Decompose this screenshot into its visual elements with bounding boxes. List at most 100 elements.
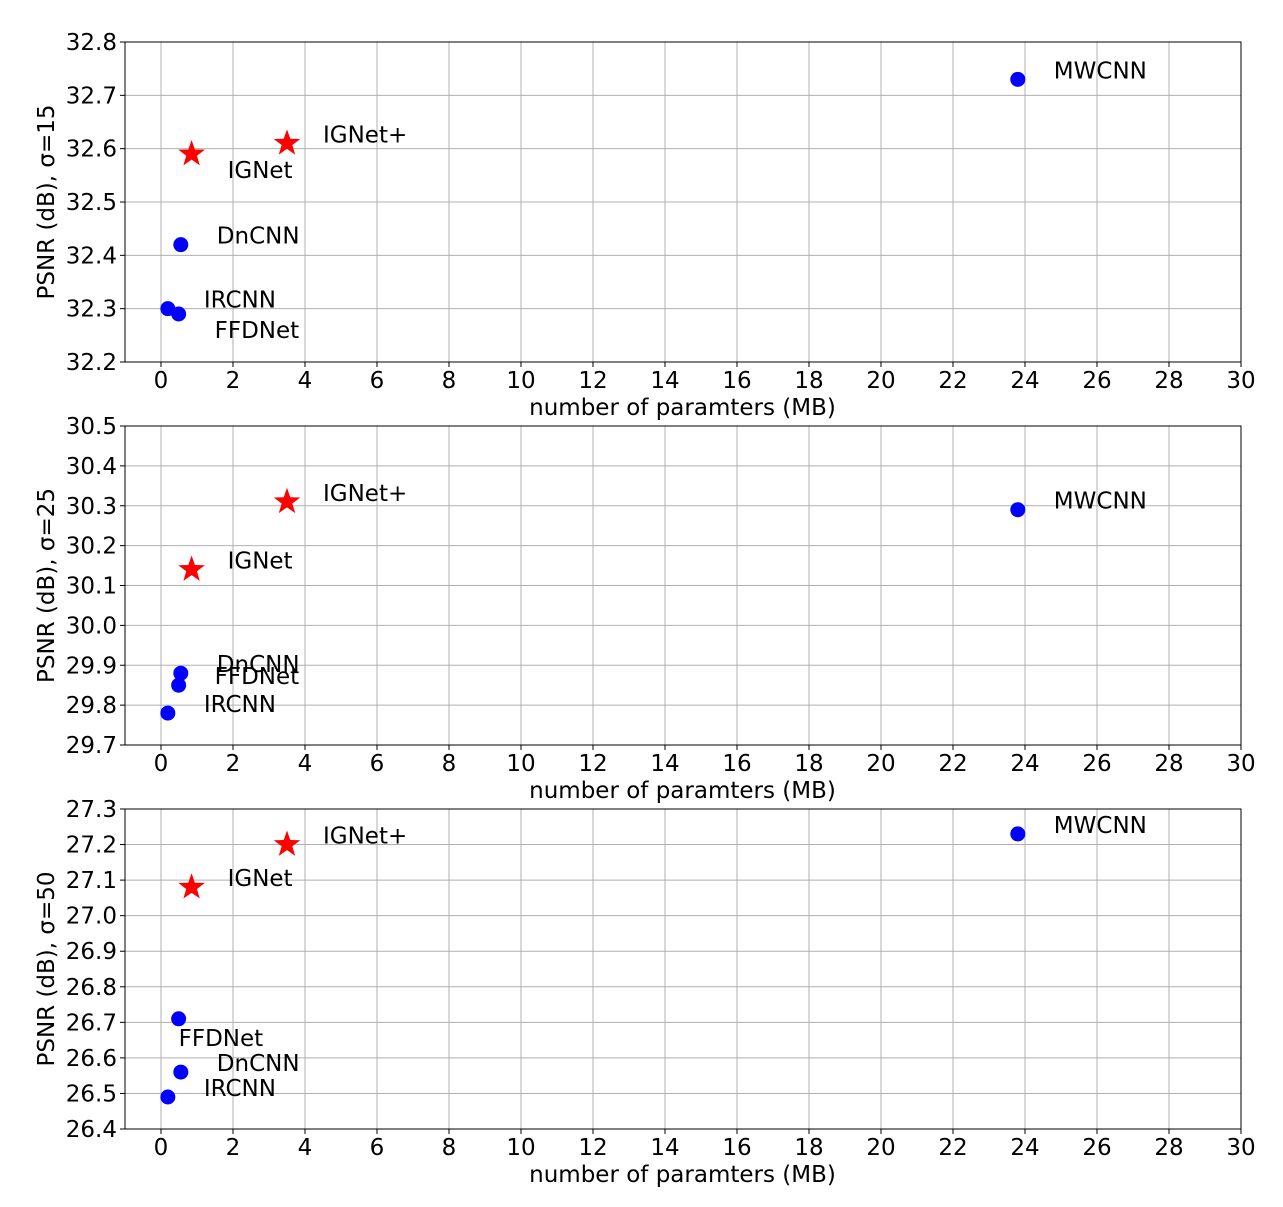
x-tick-label: 20: [866, 751, 895, 777]
y-tick-label: 32.8: [66, 30, 117, 56]
x-tick-label: 2: [226, 1135, 241, 1161]
x-axis-label: number of paramters (MB): [529, 778, 836, 804]
x-tick-label: 16: [722, 368, 751, 394]
x-tick-label: 18: [794, 751, 823, 777]
x-tick-label: 0: [154, 1135, 169, 1161]
x-tick-label: 8: [442, 751, 457, 777]
x-tick-label: 8: [442, 1135, 457, 1161]
x-tick-label: 26: [1082, 368, 1111, 394]
y-tick-label: 26.7: [66, 1010, 117, 1036]
point-label: FFDNet: [215, 664, 300, 690]
y-tick-label: 32.5: [66, 190, 117, 216]
y-tick-label: 30.3: [66, 494, 117, 520]
x-tick-label: 12: [578, 368, 607, 394]
x-tick-label: 30: [1226, 1135, 1255, 1161]
point-label: FFDNet: [179, 1026, 264, 1052]
y-tick-label: 26.5: [66, 1081, 117, 1107]
x-tick-label: 14: [650, 1135, 679, 1161]
y-tick-label: 30.1: [66, 574, 117, 600]
x-tick-label: 6: [370, 1135, 385, 1161]
point-label: IRCNN: [204, 288, 276, 314]
point-label: IGNet: [228, 158, 293, 184]
y-tick-label: 30.5: [66, 414, 117, 440]
star-marker: [178, 555, 205, 581]
x-tick-label: 4: [298, 368, 313, 394]
y-axis-label: PSNR (dB), σ=15: [34, 104, 60, 299]
x-tick-label: 16: [722, 1135, 751, 1161]
x-tick-label: 18: [794, 368, 823, 394]
x-tick-label: 0: [154, 368, 169, 394]
x-tick-label: 26: [1082, 751, 1111, 777]
point-label: IRCNN: [204, 692, 276, 718]
x-tick-label: 8: [442, 368, 457, 394]
y-tick-label: 32.3: [66, 297, 117, 323]
y-axis-label: PSNR (dB), σ=50: [34, 871, 60, 1066]
y-tick-label: 32.7: [66, 83, 117, 109]
y-tick-label: 30.0: [66, 613, 117, 639]
point-label: IGNet: [228, 549, 293, 575]
circle-marker: [171, 677, 187, 693]
point-label: IGNet+: [323, 824, 407, 850]
y-tick-label: 27.0: [66, 904, 117, 930]
y-tick-label: 26.9: [66, 939, 117, 965]
y-tick-label: 30.4: [66, 454, 117, 480]
x-tick-label: 16: [722, 751, 751, 777]
x-tick-label: 24: [1010, 368, 1039, 394]
x-tick-label: 2: [226, 368, 241, 394]
circle-marker: [173, 1064, 189, 1080]
x-tick-label: 10: [506, 368, 535, 394]
point-label: MWCNN: [1054, 58, 1147, 84]
x-tick-label: 28: [1154, 368, 1183, 394]
star-marker: [273, 830, 301, 856]
y-tick-label: 26.6: [66, 1046, 117, 1072]
circle-marker: [160, 1089, 176, 1105]
circle-marker: [173, 665, 189, 681]
x-tick-label: 22: [938, 368, 967, 394]
x-tick-label: 30: [1226, 751, 1255, 777]
x-tick-label: 2: [226, 751, 241, 777]
star-marker: [178, 873, 205, 899]
x-tick-label: 26: [1082, 1135, 1111, 1161]
x-tick-label: 4: [298, 751, 313, 777]
x-axis-label: number of paramters (MB): [529, 395, 836, 421]
x-tick-label: 28: [1154, 751, 1183, 777]
y-tick-label: 26.4: [66, 1117, 117, 1143]
point-label: MWCNN: [1054, 813, 1147, 839]
circle-marker: [171, 1011, 187, 1027]
circle-marker: [1010, 502, 1026, 518]
circle-marker: [173, 237, 189, 253]
y-tick-label: 29.7: [66, 733, 117, 759]
circle-marker: [1010, 71, 1026, 87]
x-tick-label: 30: [1226, 368, 1255, 394]
x-tick-label: 20: [866, 1135, 895, 1161]
point-label: DnCNN: [217, 1051, 300, 1077]
circle-marker: [171, 306, 187, 322]
y-tick-label: 32.4: [66, 243, 117, 269]
x-tick-label: 6: [370, 368, 385, 394]
circle-marker: [160, 705, 176, 721]
y-tick-label: 32.2: [66, 350, 117, 376]
y-tick-label: 27.3: [66, 797, 117, 823]
point-label: MWCNN: [1054, 489, 1147, 515]
x-tick-label: 14: [650, 368, 679, 394]
y-tick-label: 27.1: [66, 868, 117, 894]
x-tick-label: 0: [154, 751, 169, 777]
x-axis-label: number of paramters (MB): [529, 1162, 836, 1188]
point-label: IGNet+: [323, 122, 407, 148]
plot-frame: [124, 808, 1242, 1130]
chart-panel-3: 0 2 4 6 8 10 12 14 16 18 20 22 24 26 28 3026.426.526.62…: [34, 797, 1256, 1188]
y-axis-label: PSNR (dB), σ=25: [34, 488, 60, 683]
y-tick-label: 27.2: [66, 833, 117, 859]
star-marker: [273, 129, 301, 155]
point-label: DnCNN: [217, 652, 300, 678]
x-tick-label: 4: [298, 1135, 313, 1161]
point-label: DnCNN: [217, 224, 300, 250]
y-tick-label: 29.9: [66, 653, 117, 679]
x-tick-label: 14: [650, 751, 679, 777]
x-tick-label: 18: [794, 1135, 823, 1161]
x-tick-label: 24: [1010, 1135, 1039, 1161]
chart-panel-2: 0 2 4 6 8 10 12 14 16 18 20 22 24 26 28 3029.729.829.93…: [34, 414, 1256, 804]
x-tick-label: 12: [578, 751, 607, 777]
y-tick-label: 29.8: [66, 693, 117, 719]
